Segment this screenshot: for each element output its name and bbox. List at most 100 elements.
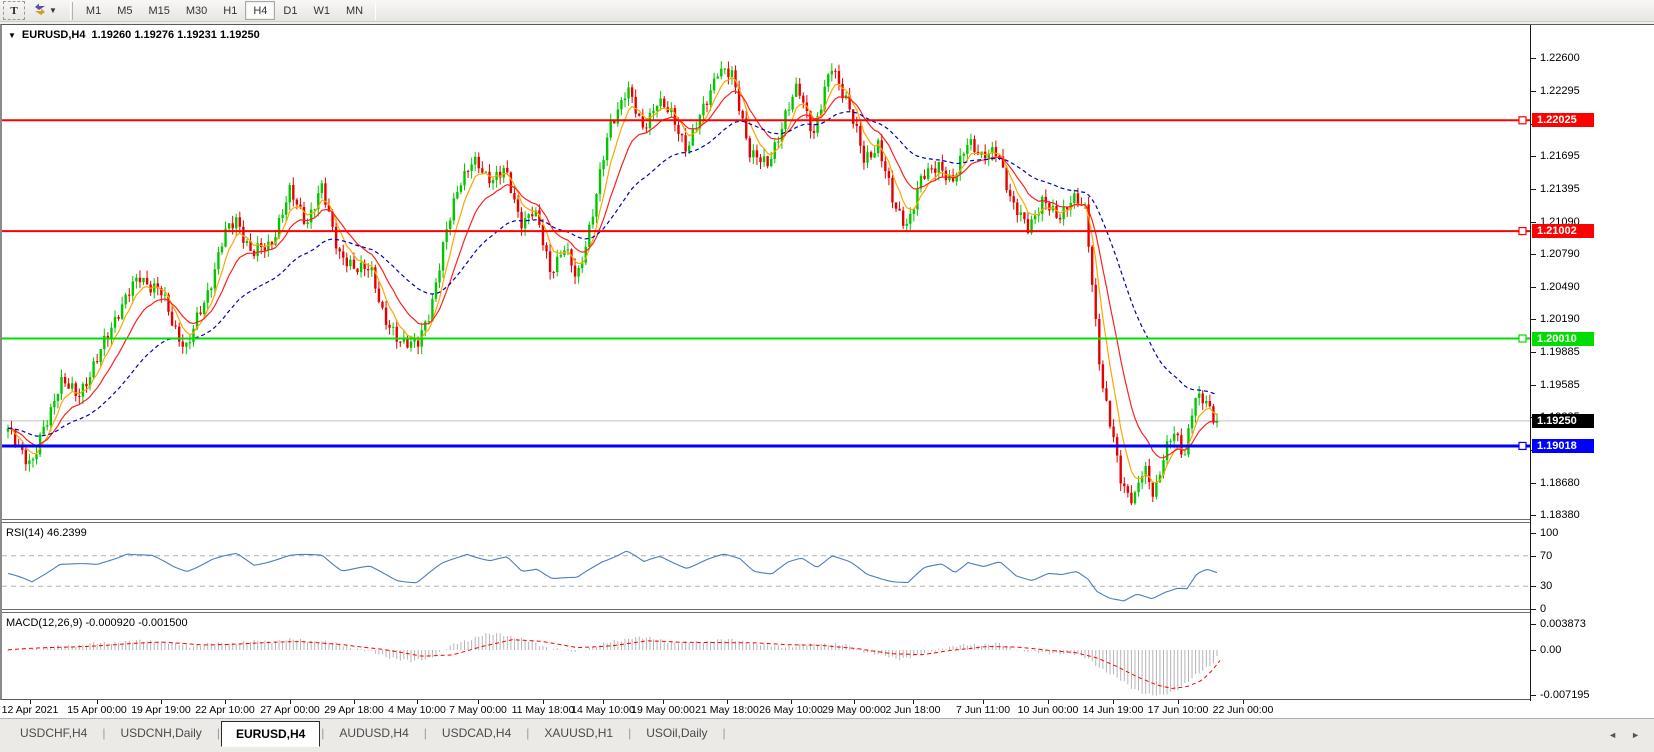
time-tick [727, 700, 728, 704]
rsi-tick [1531, 555, 1536, 557]
line-anchor-handle [1518, 334, 1527, 343]
tab-scroll-right-button[interactable]: ► [1631, 730, 1640, 740]
panel-divider[interactable] [2, 609, 1530, 610]
macd-histogram [7, 633, 1218, 696]
price-tick-label: 1.20490 [1540, 280, 1580, 293]
time-tick-label: 21 May 18:00 [695, 704, 759, 716]
timeframe-button-m30[interactable]: M30 [178, 1, 215, 20]
time-tick-label: 14 Jun 19:00 [1082, 704, 1144, 716]
time-tick [983, 700, 984, 704]
chevron-down-icon: ▼ [49, 6, 57, 15]
price-tick [1531, 384, 1536, 386]
rsi-value: 46.2399 [46, 527, 87, 539]
chart-tabs: USDCHF,H4 | USDCNH,Daily | EURUSD,H4 | AUDUSD,… [0, 720, 727, 747]
timeframe-button-m5[interactable]: M5 [109, 1, 140, 20]
time-tick-label: 14 May 10:00 [571, 704, 635, 716]
text-tool-button[interactable]: T [3, 1, 25, 20]
timeframe-button-h4[interactable]: H4 [245, 1, 276, 20]
tab-separator: | [102, 726, 106, 740]
price-tick [1531, 482, 1536, 484]
timeframe-button-m15[interactable]: M15 [140, 1, 177, 20]
price-tick [1531, 188, 1536, 190]
time-tick-label: 19 Apr 19:00 [131, 704, 191, 716]
panel-divider[interactable] [2, 612, 1530, 613]
price-tick-label: 1.19885 [1540, 346, 1580, 359]
top-toolbar: T ▼ M1 M5 M15 M30 H1 H4 D1 W1 MN [0, 0, 1654, 22]
ma-mid-line [7, 90, 1218, 459]
toolbar-separator [375, 1, 377, 20]
tab-scroll-left-button[interactable]: ◄ [1608, 730, 1618, 740]
panel-divider[interactable] [2, 519, 1530, 520]
timeframe-button-w1[interactable]: W1 [305, 1, 338, 20]
price-badge: 1.20010 [1532, 331, 1594, 346]
rsi-canvas[interactable] [2, 523, 1530, 609]
timeframe-button-mn[interactable]: MN [338, 1, 371, 20]
rsi-label: RSI(14) 46.2399 [6, 527, 87, 539]
time-tick-label: 4 May 10:00 [388, 704, 446, 716]
chart-tab-xauusd-h1[interactable]: XAUUSD,H1 [544, 726, 614, 740]
macd-main-value: -0.000920 [85, 617, 136, 629]
chart-symbol: EURUSD,H4 [21, 29, 86, 41]
price-tick [1531, 254, 1536, 256]
chart-tab-eurusd-h4[interactable]: EURUSD,H4 [220, 720, 321, 747]
rsi-tick [1531, 609, 1536, 610]
time-tick-label: 2 Jun 18:00 [885, 704, 941, 716]
time-tick [603, 700, 604, 704]
macd-canvas[interactable] [2, 613, 1530, 699]
price-tick [1531, 286, 1536, 288]
price-tick-label: 1.22295 [1540, 85, 1580, 98]
time-tick [854, 700, 855, 704]
tab-separator: | [216, 726, 220, 740]
price-axis[interactable]: 1.226001.222951.219951.216951.213951.210… [1530, 25, 1654, 701]
macd-label: MACD(12,26,9) -0.000920 -0.001500 [6, 617, 188, 629]
price-tick-label: 1.22600 [1540, 52, 1580, 65]
time-axis[interactable]: 12 Apr 2021 15 Apr 00:00 19 Apr 19:00 22 Ap… [0, 700, 1654, 718]
timeframe-button-d1[interactable]: D1 [275, 1, 305, 20]
chart-tab-usdchf-h4[interactable]: USDCHF,H4 [20, 726, 88, 740]
chart-tab-audusd-h4[interactable]: AUDUSD,H4 [339, 726, 409, 740]
price-tick-label: 1.21695 [1540, 150, 1580, 163]
price-tick [1531, 319, 1536, 321]
rsi-tick-label: 100 [1540, 527, 1559, 539]
tab-separator: | [423, 726, 427, 740]
panel-divider[interactable] [2, 522, 1530, 523]
rsi-tick [1531, 533, 1536, 534]
time-tick [1243, 700, 1244, 704]
ma-slow-line [7, 111, 1218, 437]
time-tick-label: 19 May 00:00 [631, 704, 695, 716]
time-tick [791, 700, 792, 704]
time-tick [1048, 700, 1049, 704]
time-tick-label: 12 Apr 2021 [1, 704, 59, 716]
rsi-tick-label: 30 [1540, 580, 1553, 593]
time-tick-label: 7 May 00:00 [449, 704, 507, 716]
time-tick-label: 29 May 00:00 [822, 704, 886, 716]
price-tick [1531, 515, 1536, 517]
time-tick-label: 26 May 10:00 [759, 704, 823, 716]
chart-tab-usdcad-h4[interactable]: USDCAD,H4 [441, 726, 512, 740]
time-tick [478, 700, 479, 704]
chart-dropdown-icon[interactable]: ▼ [8, 30, 16, 40]
timeframe-button-m1[interactable]: M1 [78, 1, 109, 20]
chart-window: ▼ EURUSD,H4 1.19260 1.19276 1.19231 1.19… [0, 24, 1654, 701]
rsi-tick-label: 70 [1540, 549, 1553, 562]
price-tick-label: 1.19585 [1540, 378, 1580, 391]
time-tick [417, 700, 418, 704]
price-tick-label: 1.21395 [1540, 182, 1580, 195]
macd-tick [1531, 650, 1536, 651]
chart-tab-usoil-daily[interactable]: USOil,Daily [646, 726, 708, 740]
time-tick [97, 700, 98, 704]
main-chart-canvas[interactable] [2, 25, 1530, 519]
macd-signal-line [7, 639, 1221, 689]
tab-separator: | [722, 726, 726, 740]
price-tick-label: 1.20790 [1540, 248, 1580, 261]
time-tick-label: 11 May 18:00 [511, 704, 575, 716]
macd-tick [1531, 624, 1536, 625]
price-tick-label: 1.18680 [1540, 476, 1580, 489]
chart-tab-usdcnh-daily[interactable]: USDCNH,Daily [120, 726, 202, 740]
tab-separator: | [526, 726, 530, 740]
time-tick-label: 7 Jun 11:00 [955, 704, 1011, 716]
timeframe-toolbar: M1 M5 M15 M30 H1 H4 D1 W1 MN [78, 1, 371, 20]
arrange-arrows-button[interactable]: ▼ [29, 1, 61, 20]
timeframe-button-h1[interactable]: H1 [215, 1, 245, 20]
